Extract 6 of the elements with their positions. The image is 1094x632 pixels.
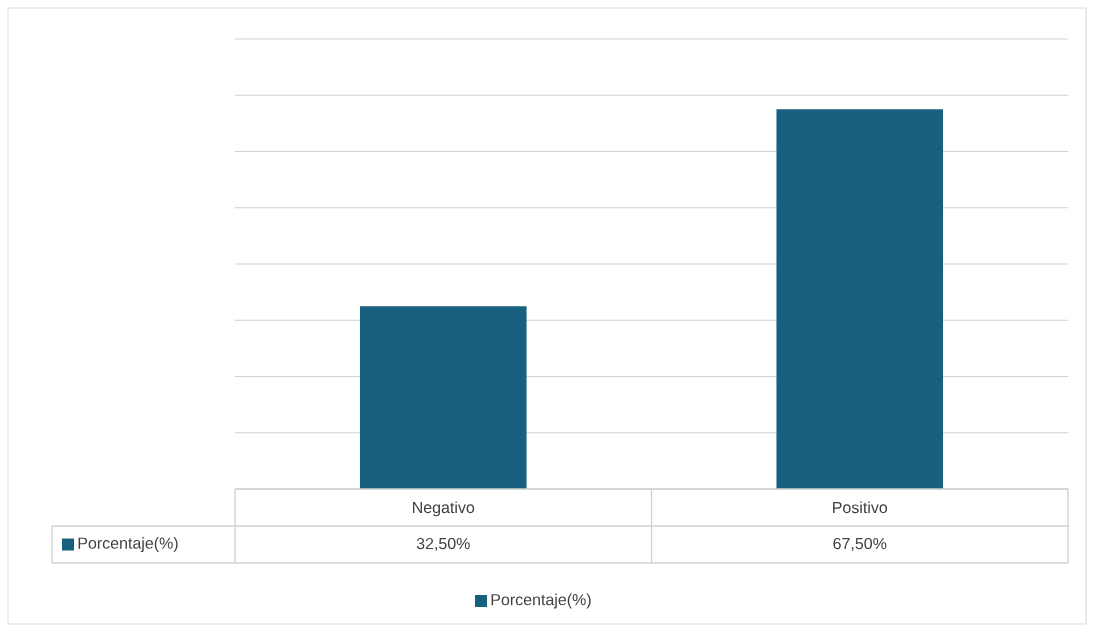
data-label: 32,50%: [416, 537, 470, 552]
legend-label: Porcentaje(%): [491, 593, 591, 609]
data-label: 67,50%: [833, 537, 887, 552]
text: Porcentaje(%): [78, 537, 178, 552]
x-tick-label: Positivo: [833, 501, 888, 514]
x-tick-label: Negativo: [413, 501, 475, 517]
